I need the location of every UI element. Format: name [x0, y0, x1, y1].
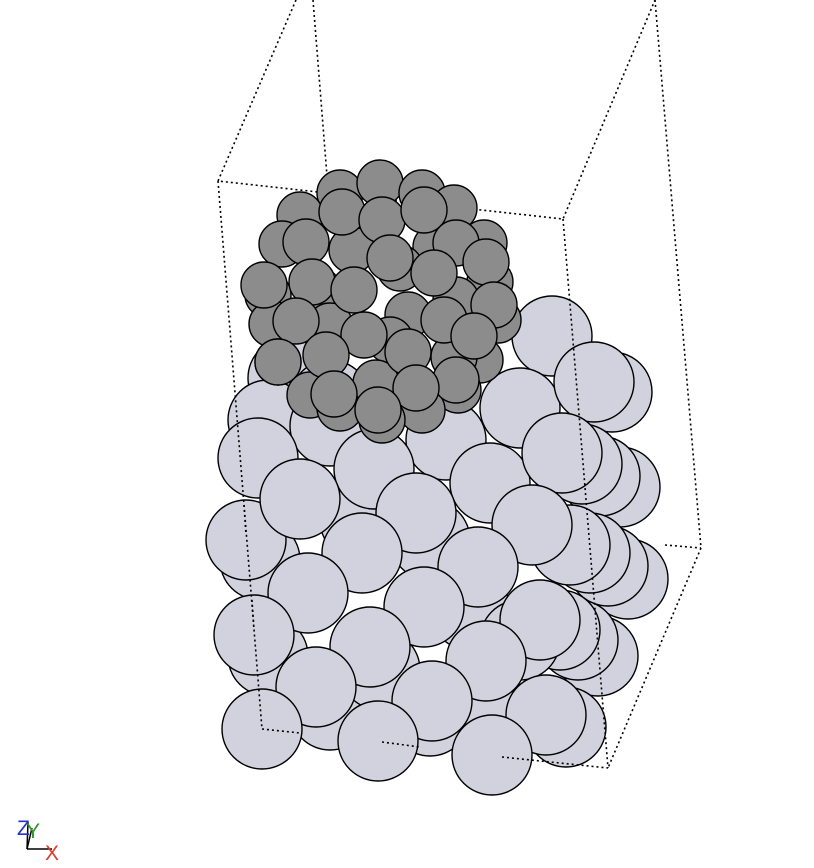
substrate-atom — [553, 341, 635, 423]
cluster-atom — [340, 311, 388, 359]
cluster-atom — [282, 218, 330, 266]
x-axis-label: X — [45, 842, 59, 865]
axis-triad: Z Y X — [17, 817, 59, 865]
y-axis-label: Y — [26, 820, 40, 843]
cluster-atom — [410, 249, 458, 297]
cell-box-front — [217, 180, 702, 769]
substrate-atom — [521, 412, 603, 494]
cluster-atom — [318, 188, 366, 236]
cluster-atom — [302, 331, 350, 379]
cluster-atom — [462, 238, 510, 286]
cluster-atom — [330, 266, 378, 314]
substrate-atom — [337, 700, 419, 782]
cluster-atom — [354, 386, 402, 434]
cluster-atom — [366, 234, 414, 282]
substrate-atom — [259, 458, 341, 540]
cluster-atom — [432, 356, 480, 404]
cluster-atom — [272, 297, 320, 345]
cluster-atom — [310, 370, 358, 418]
substrate-atom — [451, 714, 533, 796]
cluster-atoms — [240, 159, 522, 444]
cluster-atom — [400, 186, 448, 234]
cluster-atom — [450, 312, 498, 360]
cluster-atom — [392, 364, 440, 412]
substrate-atoms — [205, 295, 669, 796]
z-axis-label: Z — [17, 817, 30, 840]
cluster-atom — [254, 338, 302, 386]
cluster-atom — [240, 261, 288, 309]
